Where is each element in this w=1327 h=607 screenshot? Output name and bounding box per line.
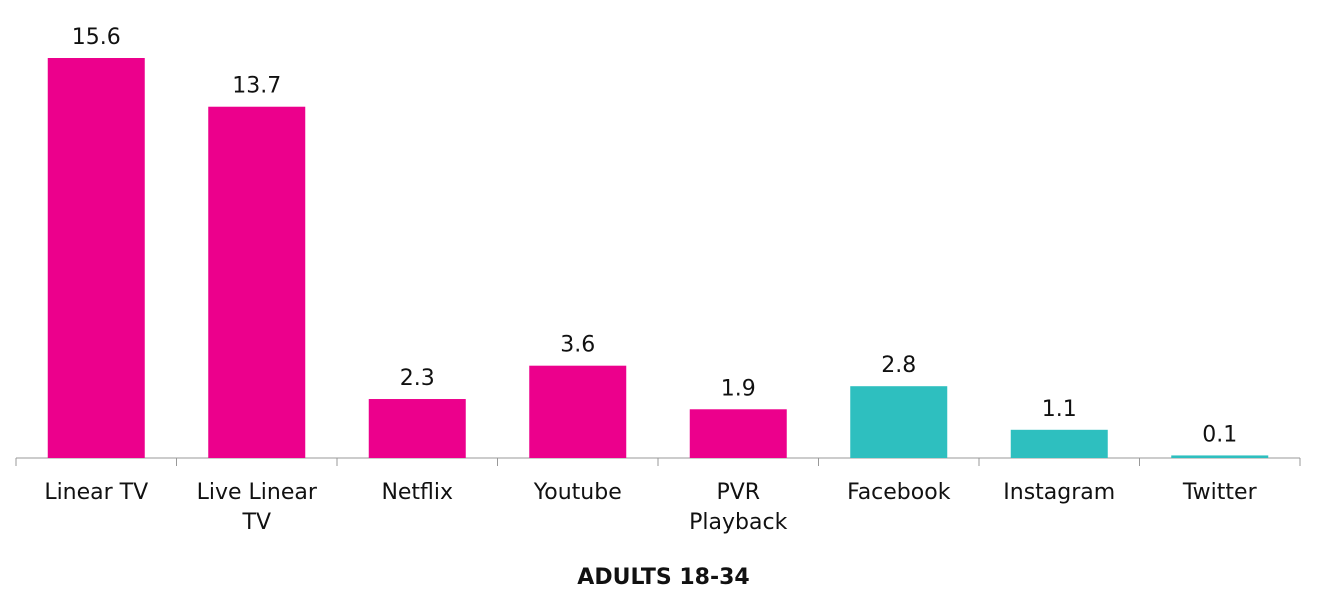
value-label: 1.9 [721,376,756,401]
x-tick-label: Netflix [381,480,454,505]
bar [368,399,466,458]
x-tick-label: PVR Playback [689,480,788,535]
x-tick-label: Twitter [1182,480,1257,505]
value-label: 3.6 [560,333,595,358]
value-label: 15.6 [72,25,121,50]
x-tick-label: Facebook [847,480,951,505]
x-tick-label: Linear TV [44,480,149,505]
bar [850,386,948,458]
bar [208,106,306,458]
x-tick-label: Instagram [1003,480,1116,505]
x-axis-label: ADULTS 18-34 [577,565,750,590]
value-label: 1.1 [1042,397,1077,422]
x-tick-label: Youtube [533,480,622,505]
value-label: 2.3 [400,366,435,391]
bar [47,58,145,458]
bar [1171,455,1269,458]
value-label: 0.1 [1202,422,1237,447]
bar [1010,429,1108,458]
x-tick-label: Live Linear TV [196,480,317,535]
bar [529,365,627,458]
value-label: 13.7 [232,74,281,99]
bar [689,409,787,458]
value-label: 2.8 [881,353,916,378]
